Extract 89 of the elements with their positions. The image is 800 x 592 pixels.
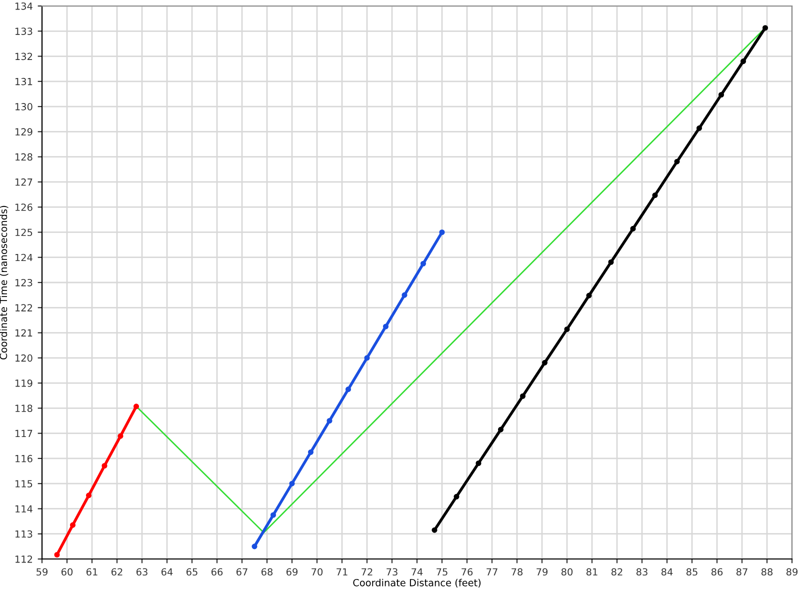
x-tick-label: 72 bbox=[362, 568, 372, 576]
point bbox=[630, 226, 636, 232]
y-tick-label: 125 bbox=[15, 228, 32, 236]
x-tick-label: 74 bbox=[412, 568, 423, 576]
point bbox=[54, 552, 60, 558]
point bbox=[454, 494, 460, 500]
x-tick-label: 86 bbox=[711, 568, 723, 576]
y-tick-label: 121 bbox=[15, 329, 32, 336]
y-tick-label: 124 bbox=[15, 254, 32, 262]
point bbox=[252, 544, 258, 550]
x-tick-label: 69 bbox=[286, 568, 298, 576]
point bbox=[70, 522, 76, 528]
y-tick-label: 115 bbox=[15, 480, 32, 488]
point bbox=[762, 25, 768, 31]
y-tick-label: 133 bbox=[15, 28, 32, 35]
point bbox=[696, 125, 702, 131]
y-tick-label: 116 bbox=[15, 454, 32, 462]
point bbox=[439, 229, 445, 236]
point bbox=[498, 426, 504, 432]
point bbox=[718, 92, 724, 98]
y-tick-label: 131 bbox=[15, 78, 32, 86]
point bbox=[520, 393, 526, 399]
point bbox=[432, 527, 438, 533]
y-tick-label: 117 bbox=[15, 430, 32, 438]
point bbox=[476, 460, 482, 466]
x-tick-label: 59 bbox=[36, 568, 48, 576]
point bbox=[542, 360, 548, 366]
x-tick-label: 75 bbox=[436, 568, 448, 576]
x-tick-label: 78 bbox=[512, 568, 523, 576]
x-axis-title: Coordinate Distance (feet) bbox=[353, 578, 481, 588]
y-tick-label: 127 bbox=[15, 178, 32, 186]
point bbox=[118, 433, 124, 439]
y-tick-label: 112 bbox=[15, 555, 32, 563]
y-tick-label: 134 bbox=[15, 2, 32, 10]
y-tick-label: 126 bbox=[15, 204, 32, 211]
x-tick-label: 82 bbox=[611, 568, 622, 576]
y-tick-label: 113 bbox=[15, 530, 32, 538]
x-tick-label: 88 bbox=[761, 568, 773, 576]
y-tick-label: 123 bbox=[15, 278, 32, 286]
x-tick-label: 65 bbox=[186, 568, 198, 576]
point bbox=[270, 512, 276, 518]
y-tick-label: 122 bbox=[15, 304, 32, 312]
point bbox=[420, 260, 426, 266]
point bbox=[133, 404, 140, 410]
point bbox=[86, 492, 92, 498]
x-tick-label: 67 bbox=[236, 568, 248, 576]
x-tick-label: 84 bbox=[661, 568, 673, 576]
x-tick-label: 63 bbox=[136, 568, 148, 576]
point bbox=[564, 326, 570, 332]
x-tick-label: 61 bbox=[86, 568, 98, 576]
y-tick-label: 129 bbox=[15, 128, 32, 136]
point bbox=[308, 449, 314, 455]
point bbox=[586, 292, 592, 298]
y-tick-label: 119 bbox=[15, 380, 32, 387]
y-tick-label: 128 bbox=[15, 153, 32, 161]
x-tick-label: 80 bbox=[561, 568, 573, 576]
x-tick-label: 64 bbox=[161, 568, 173, 576]
x-tick-label: 81 bbox=[586, 568, 598, 576]
point bbox=[382, 324, 389, 330]
point bbox=[402, 292, 408, 298]
point bbox=[364, 355, 370, 361]
x-tick-label: 70 bbox=[312, 568, 323, 576]
point bbox=[740, 58, 746, 64]
point bbox=[345, 386, 352, 392]
x-tick-label: 68 bbox=[261, 568, 273, 576]
y-tick-label: 118 bbox=[15, 404, 32, 412]
x-tick-label: 73 bbox=[386, 568, 398, 576]
x-tick-label: 71 bbox=[336, 568, 348, 576]
y-axis-title: Coordinate Time (nanoseconds) bbox=[0, 206, 8, 360]
y-tick-label: 130 bbox=[15, 103, 32, 110]
x-tick-label: 62 bbox=[111, 568, 122, 576]
point bbox=[289, 480, 295, 486]
x-tick-label: 79 bbox=[536, 568, 548, 576]
point bbox=[608, 259, 614, 265]
x-tick-label: 87 bbox=[736, 568, 748, 576]
point bbox=[326, 418, 332, 424]
point bbox=[102, 462, 108, 469]
x-tick-label: 83 bbox=[636, 568, 648, 576]
x-tick-label: 77 bbox=[486, 568, 498, 576]
point bbox=[674, 158, 680, 164]
y-tick-label: 114 bbox=[15, 505, 32, 512]
point bbox=[652, 192, 658, 198]
y-tick-label: 120 bbox=[15, 354, 32, 362]
x-tick-label: 60 bbox=[61, 568, 73, 576]
x-tick-label: 66 bbox=[211, 568, 223, 576]
x-tick-label: 85 bbox=[686, 568, 698, 576]
y-tick-label: 132 bbox=[15, 52, 32, 60]
x-tick-label: 76 bbox=[462, 568, 473, 576]
x-tick-label: 89 bbox=[786, 568, 798, 576]
